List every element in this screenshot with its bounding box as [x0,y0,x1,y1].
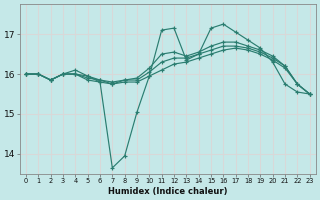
X-axis label: Humidex (Indice chaleur): Humidex (Indice chaleur) [108,187,228,196]
